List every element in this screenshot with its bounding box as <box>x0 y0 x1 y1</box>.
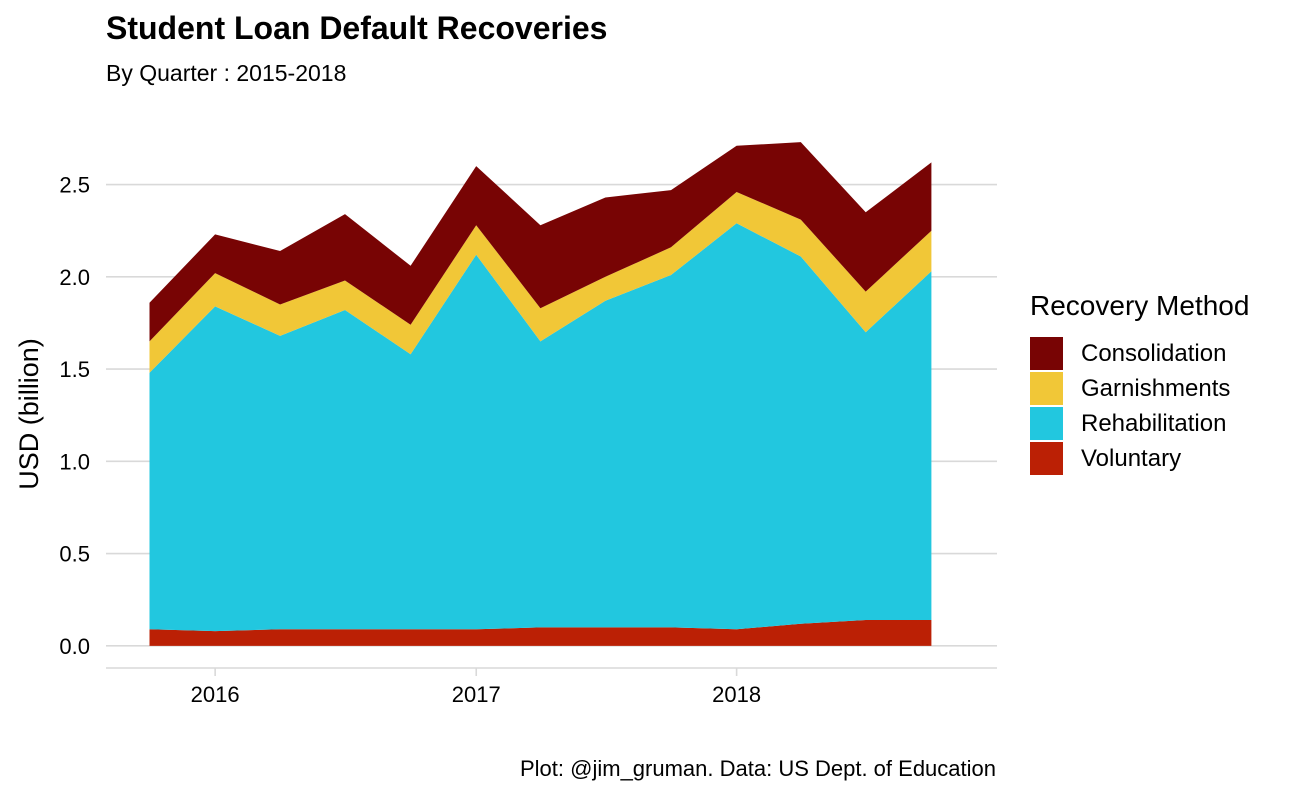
legend-key-consolidation <box>1030 337 1063 370</box>
chart-caption: Plot: @jim_gruman. Data: US Dept. of Edu… <box>520 756 996 781</box>
legend-title: Recovery Method <box>1030 290 1250 321</box>
legend-key-rehabilitation <box>1030 407 1063 440</box>
y-tick-label: 2.0 <box>59 265 90 290</box>
x-tick-label: 2017 <box>452 682 501 707</box>
area-voluntary <box>149 620 932 646</box>
legend-label-rehabilitation: Rehabilitation <box>1081 409 1227 437</box>
y-tick-label: 2.5 <box>59 173 90 198</box>
y-tick-label: 1.0 <box>59 449 90 474</box>
area-garnishments <box>149 192 932 373</box>
area-rehabilitation <box>149 223 932 632</box>
chart-subtitle: By Quarter : 2015-2018 <box>106 60 347 86</box>
x-tick-label: 2016 <box>191 682 240 707</box>
legend-item-garnishments: Garnishments <box>1030 371 1249 406</box>
legend: Recovery Method Consolidation Garnishmen… <box>1030 290 1249 476</box>
y-tick-label: 1.5 <box>59 357 90 382</box>
legend-label-consolidation: Consolidation <box>1081 339 1227 367</box>
legend-label-voluntary: Voluntary <box>1081 444 1182 472</box>
area-consolidation <box>149 142 932 342</box>
legend-item-voluntary: Voluntary <box>1030 441 1249 476</box>
legend-key-voluntary <box>1030 442 1063 475</box>
legend-item-consolidation: Consolidation <box>1030 336 1249 371</box>
y-axis-label: USD (billion) <box>14 338 44 490</box>
y-tick-label: 0.5 <box>59 542 90 567</box>
x-tick-label: 2018 <box>712 682 761 707</box>
y-tick-label: 0.0 <box>59 634 90 659</box>
x-axis-ticks: 2016 2017 2018 <box>191 668 761 707</box>
stacked-areas <box>149 142 932 646</box>
chart-title: Student Loan Default Recoveries <box>106 10 608 46</box>
legend-label-garnishments: Garnishments <box>1081 374 1231 402</box>
legend-key-garnishments <box>1030 372 1063 405</box>
y-axis-ticks: 0.0 0.5 1.0 1.5 2.0 2.5 <box>59 173 90 659</box>
legend-item-rehabilitation: Rehabilitation <box>1030 406 1249 441</box>
